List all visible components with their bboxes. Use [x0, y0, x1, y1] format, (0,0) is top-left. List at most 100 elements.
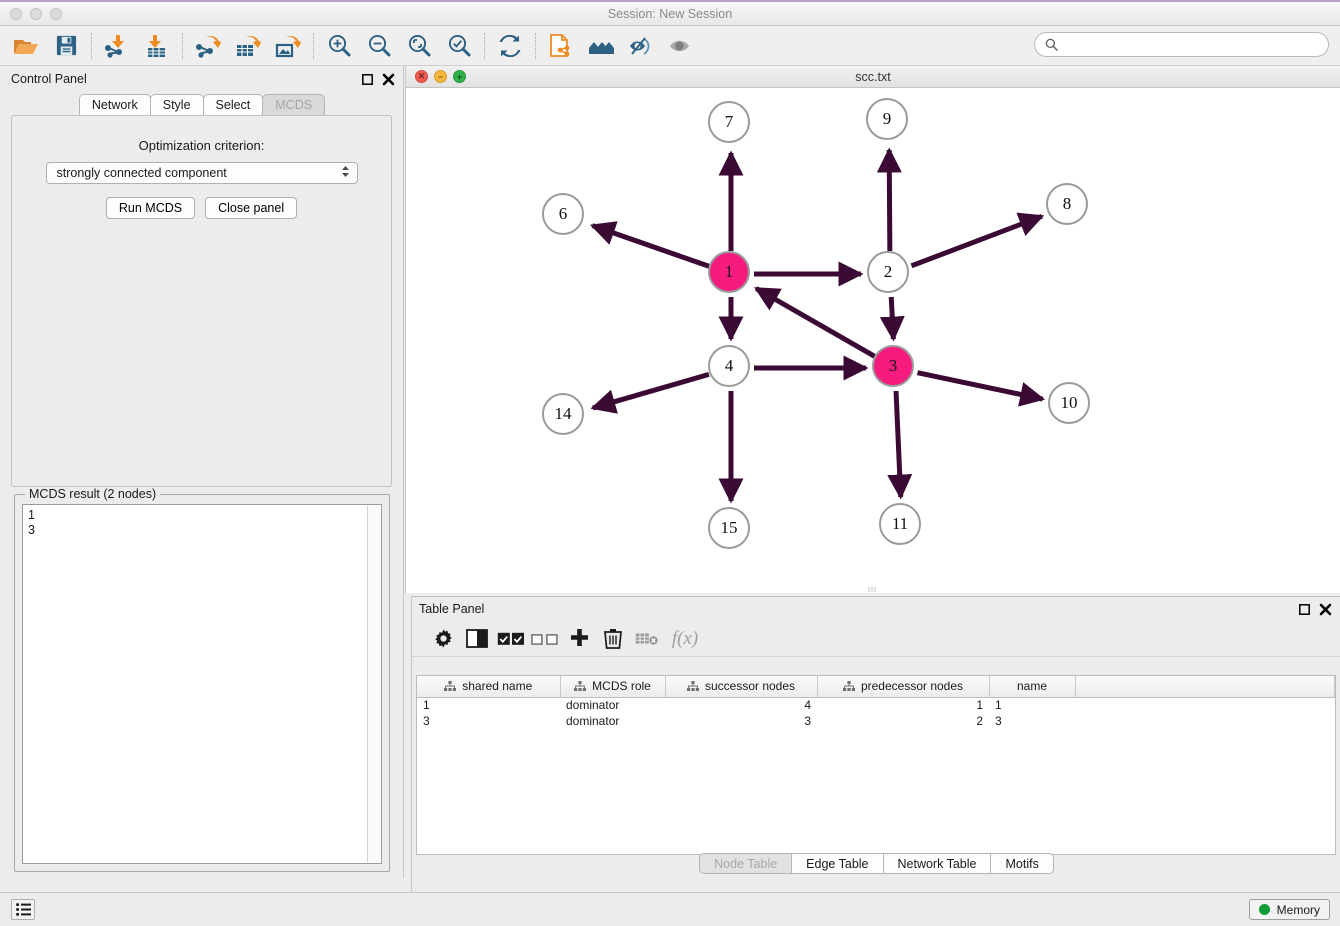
refresh-icon[interactable]	[490, 29, 530, 63]
search-input[interactable]	[1065, 36, 1315, 53]
memory-button[interactable]: Memory	[1248, 899, 1330, 920]
table-cell-predecessor-nodes[interactable]: 2	[976, 714, 983, 728]
network-edge[interactable]	[590, 221, 711, 269]
mcds-result-list[interactable]: 1 3	[22, 504, 382, 864]
node-table: shared name MCDS role	[417, 676, 1335, 729]
network-close-button[interactable]: ✕	[415, 70, 428, 83]
network-node-3[interactable]: 3	[872, 345, 914, 387]
table-cell-name[interactable]: 3	[995, 714, 1002, 728]
column-header-predecessor-nodes[interactable]: predecessor nodes	[817, 676, 990, 698]
list-icon[interactable]	[11, 899, 35, 920]
network-node-14[interactable]: 14	[542, 393, 584, 435]
network-edge-layer	[590, 147, 1046, 504]
delete-table-icon[interactable]	[632, 625, 662, 653]
network-node-8[interactable]: 8	[1046, 183, 1088, 225]
float-icon[interactable]	[1299, 603, 1310, 615]
network-minimize-button[interactable]: −	[434, 70, 447, 83]
network-maximize-button[interactable]: +	[453, 70, 466, 83]
network-edge[interactable]	[916, 370, 1046, 407]
function-builder-icon[interactable]: f(x)	[671, 627, 699, 649]
network-edge[interactable]	[876, 147, 902, 252]
add-column-icon[interactable]	[564, 625, 594, 653]
show-all-icon[interactable]	[661, 29, 701, 63]
close-panel-button[interactable]: Close panel	[205, 197, 298, 219]
column-header-successor-nodes[interactable]: successor nodes	[665, 676, 818, 698]
zoom-fit-icon[interactable]	[399, 29, 439, 63]
network-canvas[interactable]: 7 9 6 8 1 2 4 3 14 10 15 11	[407, 89, 1340, 589]
table-panel-header: Table Panel	[412, 597, 1340, 621]
network-node-15[interactable]: 15	[708, 507, 750, 549]
tab-select[interactable]: Select	[202, 94, 264, 115]
home-icon[interactable]	[581, 29, 621, 63]
column-header-shared-name[interactable]: shared name	[417, 676, 561, 698]
table-cell-name[interactable]: 1	[995, 698, 1002, 713]
optimization-criterion-label: Optimization criterion:	[138, 138, 265, 153]
float-icon[interactable]	[362, 73, 373, 85]
table-row[interactable]: 1 dominator 4 1 1	[417, 697, 1335, 713]
network-edge[interactable]	[879, 296, 905, 342]
settings-gear-icon[interactable]	[428, 625, 458, 653]
optimization-criterion-select[interactable]: strongly connected component	[45, 162, 358, 184]
open-file-icon[interactable]	[6, 29, 46, 63]
tab-mcds[interactable]: MCDS	[262, 94, 326, 115]
delete-column-icon[interactable]	[598, 625, 628, 653]
tab-style[interactable]: Style	[149, 94, 204, 115]
tab-edge-table[interactable]: Edge Table	[791, 853, 884, 874]
export-network-icon[interactable]	[188, 29, 228, 63]
table-header: shared name MCDS role	[417, 676, 1335, 698]
network-edge[interactable]	[887, 390, 913, 500]
import-table-icon[interactable]	[137, 29, 177, 63]
result-scrollbar[interactable]	[367, 506, 380, 862]
network-node-9[interactable]: 9	[866, 98, 908, 140]
mcds-button-row: Run MCDS Close panel	[12, 197, 391, 219]
network-node-11[interactable]: 11	[879, 503, 921, 545]
window-titlebar: Session: New Session	[0, 0, 1340, 26]
table-cell-predecessor-nodes[interactable]: 1	[976, 698, 983, 713]
select-all-icon[interactable]	[496, 625, 526, 653]
export-image-icon[interactable]	[268, 29, 308, 63]
close-icon[interactable]	[1319, 603, 1332, 616]
tab-motifs[interactable]: Motifs	[990, 853, 1054, 874]
table-cell-mcds-role[interactable]: dominator	[566, 714, 620, 728]
zoom-out-icon[interactable]	[359, 29, 399, 63]
window-close-button[interactable]	[10, 7, 22, 20]
tab-node-table[interactable]: Node Table	[699, 853, 793, 874]
deselect-all-icon[interactable]	[530, 625, 560, 653]
new-network-icon[interactable]	[541, 29, 581, 63]
network-node-7[interactable]: 7	[708, 101, 750, 143]
run-mcds-button[interactable]: Run MCDS	[105, 197, 196, 219]
network-node-10[interactable]: 10	[1048, 382, 1090, 424]
import-network-icon[interactable]	[97, 29, 137, 63]
node-table-grid[interactable]: shared name MCDS role	[416, 675, 1336, 855]
network-node-4[interactable]: 4	[708, 345, 750, 387]
network-edge[interactable]	[753, 286, 877, 359]
zoom-selected-icon[interactable]	[439, 29, 479, 63]
table-panel-tabs: Node Table Edge Table Network Table Moti…	[412, 853, 1340, 874]
network-edge[interactable]	[910, 212, 1045, 269]
table-cell-successor-nodes[interactable]: 3	[804, 714, 811, 728]
network-node-2[interactable]: 2	[867, 251, 909, 293]
network-node-6[interactable]: 6	[542, 193, 584, 235]
table-cell-successor-nodes[interactable]: 4	[804, 698, 811, 713]
table-row[interactable]: 3 dominator 3 2 3	[417, 713, 1335, 729]
table-cell-shared-name[interactable]: 1	[423, 698, 430, 713]
search-box[interactable]	[1034, 32, 1329, 57]
split-columns-icon[interactable]	[462, 625, 492, 653]
network-resize-handle[interactable]	[868, 587, 878, 592]
zoom-in-icon[interactable]	[319, 29, 359, 63]
column-header-mcds-role[interactable]: MCDS role	[560, 676, 666, 698]
column-header-name[interactable]: name	[989, 676, 1076, 698]
tab-network[interactable]: Network	[78, 94, 151, 115]
network-edge[interactable]	[590, 371, 710, 414]
table-cell-mcds-role[interactable]: dominator	[566, 698, 620, 713]
window-maximize-button[interactable]	[50, 7, 62, 20]
tab-network-table[interactable]: Network Table	[882, 853, 992, 874]
window-minimize-button[interactable]	[30, 7, 42, 20]
close-icon[interactable]	[382, 73, 395, 86]
table-cell-shared-name[interactable]: 3	[423, 714, 430, 728]
save-session-icon[interactable]	[46, 29, 86, 63]
column-type-icon	[574, 680, 587, 691]
hide-selected-icon[interactable]	[621, 29, 661, 63]
export-table-icon[interactable]	[228, 29, 268, 63]
network-node-1[interactable]: 1	[708, 251, 750, 293]
